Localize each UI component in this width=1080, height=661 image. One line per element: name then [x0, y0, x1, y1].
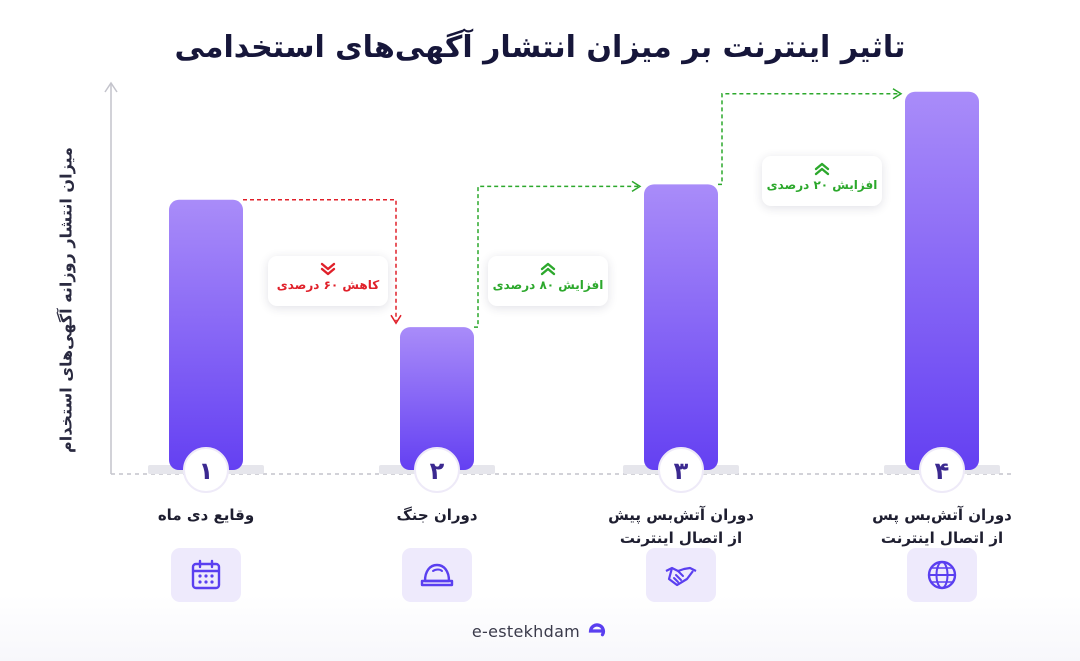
handshake-icon-box: [646, 548, 716, 602]
connector-arrow-icon: [892, 88, 903, 100]
helmet-icon-box: [402, 548, 472, 602]
bar: [905, 91, 979, 470]
category-label: دوران جنگ: [396, 506, 478, 524]
change-connector: [718, 92, 899, 186]
bar: [400, 327, 474, 470]
category-label: دوران آتش‌بس پس از اتصال اینترنت: [872, 506, 1012, 547]
bar-number-badge: [183, 447, 229, 493]
y-axis-arrow-icon: [104, 81, 118, 93]
connector-arrow-icon: [390, 314, 402, 325]
calendar-icon: [191, 559, 221, 590]
bar-number-badge: [919, 447, 965, 493]
callout-text: کاهش ۶۰ درصدی: [276, 278, 380, 292]
decrease-callout: کاهش ۶۰ درصدی: [268, 256, 388, 306]
bar-number: ۳: [674, 457, 689, 485]
helmet-icon: [420, 563, 454, 587]
bar-number-badge: [414, 447, 460, 493]
bar: [169, 199, 243, 471]
bar-number: ۲: [430, 457, 445, 485]
double-chevron-up-icon: [540, 262, 556, 276]
category-label: وقایع دی ماه: [157, 506, 255, 524]
increase-callout: افزایش ۸۰ درصدی: [488, 256, 608, 306]
change-connector: [243, 199, 397, 322]
increase-callout: افزایش ۲۰ درصدی: [762, 156, 882, 206]
globe-icon-box: [907, 548, 977, 602]
double-chevron-down-icon: [320, 262, 336, 276]
callout-text: افزایش ۲۰ درصدی: [766, 178, 878, 192]
category-label: دوران آتش‌بس پیش از اتصال اینترنت: [608, 506, 754, 547]
change-connector: [474, 185, 638, 328]
double-chevron-up-icon: [814, 162, 830, 176]
brand-name: e-estekhdam: [471, 621, 581, 641]
bar: [644, 184, 718, 471]
chart-title: تاثیر اینترنت بر میزان انتشار آگهی‌های ا…: [174, 30, 906, 65]
globe-icon: [927, 560, 957, 590]
y-axis-label: میزان انتشار روزانه آگهی‌های استخدام: [56, 147, 76, 453]
bar-number-badge: [658, 447, 704, 493]
brand-logo-icon: [588, 623, 606, 637]
bar-number: ۴: [935, 457, 950, 485]
brand: e-estekhdam: [0, 620, 1080, 642]
handshake-icon: [665, 566, 697, 587]
calendar-icon-box: [171, 548, 241, 602]
connector-arrow-icon: [631, 180, 642, 192]
bar-number: ۱: [199, 457, 214, 485]
callout-text: افزایش ۸۰ درصدی: [492, 278, 604, 292]
